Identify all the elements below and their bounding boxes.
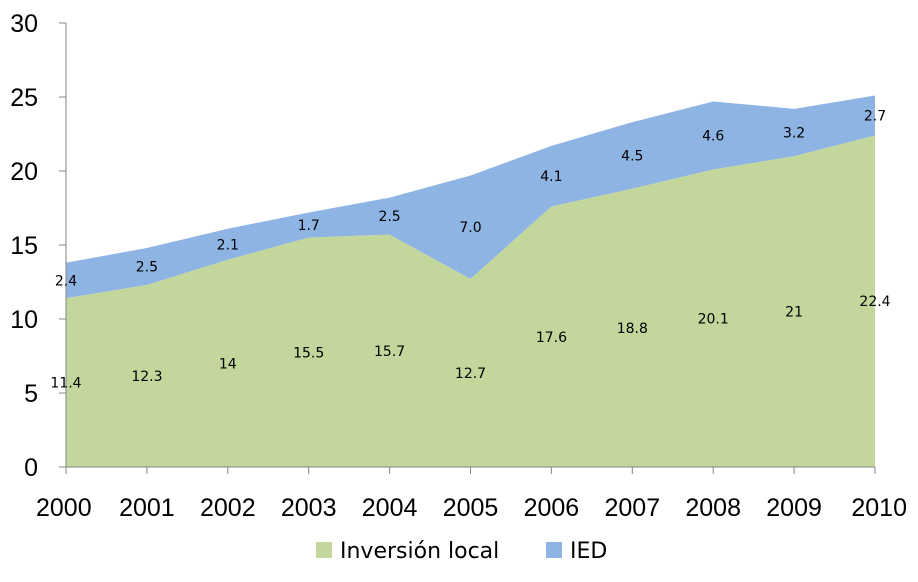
y-tick-label: 25	[10, 84, 38, 112]
ied-data-label: 2.7	[864, 109, 886, 125]
x-tick-label: 2002	[200, 494, 256, 522]
inversion-local-data-label: 22.4	[859, 294, 890, 310]
x-tick-label: 2008	[685, 494, 741, 522]
legend-swatch-ied	[546, 542, 562, 558]
ied-data-label: 4.6	[702, 128, 724, 144]
y-tick-label: 20	[10, 158, 38, 186]
y-tick-label: 10	[10, 306, 38, 334]
area-inversion-local	[66, 135, 875, 468]
ied-data-label: 3.2	[783, 126, 805, 142]
ied-data-label: 4.1	[540, 169, 562, 185]
ied-data-label: 2.1	[217, 237, 239, 253]
ied-data-label: 2.5	[378, 209, 400, 225]
chart-axes	[59, 22, 876, 474]
legend-label-inversion-local: Inversión local	[340, 539, 499, 564]
inversion-local-data-label: 12.3	[131, 369, 162, 385]
y-tick-label: 0	[24, 454, 38, 482]
chart-data-labels: 2.4 2.5 2.1 1.7 2.5 7.0 4.1 4.5 4.6 3.2 2.7 11.4 12.…	[50, 109, 890, 392]
x-tick-label: 2003	[281, 494, 337, 522]
y-tick-label: 15	[10, 232, 38, 260]
ied-data-label: 1.7	[298, 218, 320, 234]
inversion-local-data-label: 18.8	[617, 321, 648, 337]
x-tick-label: 2010	[851, 494, 907, 522]
inversion-local-data-label: 17.6	[536, 330, 567, 346]
chart-legend: Inversión local IED	[316, 539, 607, 564]
ied-data-label: 2.5	[136, 259, 158, 275]
x-tick-label: 2009	[766, 494, 822, 522]
inversion-local-data-label: 15.5	[293, 345, 324, 361]
inversion-local-data-label: 20.1	[698, 311, 729, 327]
ied-data-label: 7.0	[459, 220, 481, 236]
inversion-local-data-label: 12.7	[455, 366, 486, 382]
inversion-local-data-label: 21	[785, 305, 803, 321]
legend-label-ied: IED	[570, 539, 607, 564]
inversion-local-data-label: 15.7	[374, 344, 405, 360]
x-tick-label: 2004	[362, 494, 418, 522]
chart-areas	[66, 95, 875, 468]
inversion-local-data-label: 11.4	[50, 376, 81, 392]
ied-data-label: 2.4	[55, 274, 77, 290]
x-tick-label: 2006	[524, 494, 580, 522]
ied-data-label: 4.5	[621, 148, 643, 164]
x-tick-label: 2000	[36, 494, 92, 522]
x-tick-label: 2007	[604, 494, 660, 522]
chart-tick-labels: 0 5 10 15 20 25 30 2000 2001 2002 2003 2004 2005 2006…	[10, 10, 907, 522]
x-tick-label: 2001	[119, 494, 175, 522]
x-tick-label: 2005	[443, 494, 499, 522]
inversion-local-data-label: 14	[219, 356, 237, 372]
area-ied	[66, 95, 875, 299]
legend-swatch-inversion-local	[316, 542, 332, 558]
y-tick-label: 5	[24, 380, 38, 408]
y-tick-label: 30	[10, 10, 38, 38]
